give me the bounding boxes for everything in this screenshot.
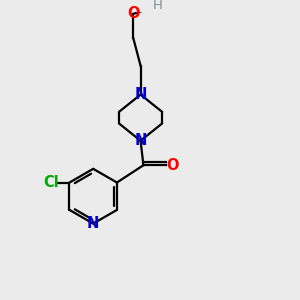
Text: O: O bbox=[127, 6, 140, 21]
Text: N: N bbox=[134, 133, 147, 148]
Text: N: N bbox=[87, 216, 99, 231]
Text: N: N bbox=[134, 87, 147, 102]
Text: Cl: Cl bbox=[43, 175, 58, 190]
Text: H: H bbox=[153, 0, 163, 12]
Text: O: O bbox=[166, 158, 178, 173]
